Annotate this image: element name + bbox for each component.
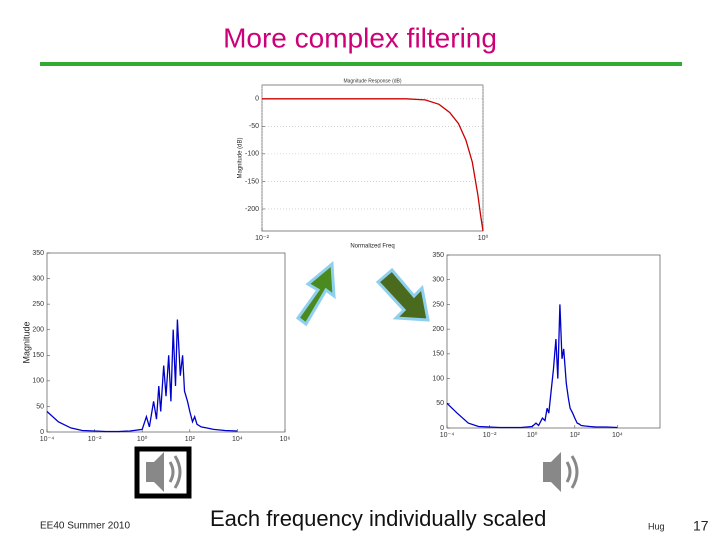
plot-frame	[446, 254, 661, 429]
y-tick-label: -150	[245, 178, 259, 185]
y-tick-label: 50	[36, 403, 44, 410]
x-tick-label: 10⁻²	[255, 235, 269, 242]
y-tick-label: 350	[32, 250, 44, 257]
data-line	[446, 304, 618, 429]
x-tick-label: 10⁶	[280, 436, 291, 443]
x-tick-label: 10⁰	[527, 431, 538, 439]
caption: Each frequency individually scaled	[210, 506, 546, 531]
y-tick-label: -200	[245, 206, 259, 213]
y-tick-label: 250	[432, 301, 444, 308]
y-tick-label: 50	[436, 400, 444, 407]
y-tick-label: 0	[440, 425, 444, 432]
x-axis-label: Normalized Freq	[350, 244, 394, 250]
x-tick-label: 10⁻²	[483, 432, 497, 439]
x-tick-label: 10²	[570, 432, 581, 439]
y-tick-label: 300	[32, 275, 44, 282]
y-tick-label: 150	[432, 351, 444, 358]
arrow-down	[375, 267, 430, 322]
y-tick-label: 150	[32, 352, 44, 359]
y-tick-label: 0	[255, 96, 259, 103]
y-axis-label: Magnitude	[21, 321, 31, 363]
data-line	[262, 98, 484, 232]
footer-left: EE40 Summer 2010	[40, 521, 130, 532]
chart-title: Magnitude Response (dB)	[343, 78, 401, 84]
page-number: 17	[693, 518, 709, 534]
y-tick-label: 200	[432, 326, 444, 333]
x-tick-label: 10⁴	[612, 432, 623, 439]
x-tick-label: 10⁴	[232, 436, 243, 443]
x-tick-label: 10⁻⁴	[40, 436, 55, 443]
y-tick-label: 300	[432, 277, 444, 284]
plot-frame	[46, 252, 286, 433]
x-tick-label: 10⁻⁴	[440, 432, 455, 439]
x-tick-label: 10⁰	[137, 435, 148, 443]
y-tick-label: -100	[245, 151, 259, 158]
y-tick-label: -50	[249, 123, 259, 130]
y-tick-label: 100	[32, 378, 44, 385]
x-tick-label: 10⁻²	[88, 436, 102, 443]
y-tick-label: 100	[432, 375, 444, 382]
y-tick-label: 350	[432, 252, 444, 259]
y-tick-label: 200	[32, 327, 44, 334]
data-line	[46, 319, 238, 433]
slide-title: More complex filtering	[223, 22, 497, 53]
y-tick-label: 0	[40, 429, 44, 436]
arrow-up	[295, 260, 336, 327]
x-tick-label: 10⁰	[478, 234, 489, 242]
x-tick-label: 10²	[185, 436, 196, 443]
speaker-left	[134, 446, 192, 499]
author: Hug	[648, 521, 665, 531]
speaker-right	[543, 452, 579, 492]
y-tick-label: 250	[32, 301, 44, 308]
y-axis-label: Magnitude (dB)	[238, 137, 244, 178]
